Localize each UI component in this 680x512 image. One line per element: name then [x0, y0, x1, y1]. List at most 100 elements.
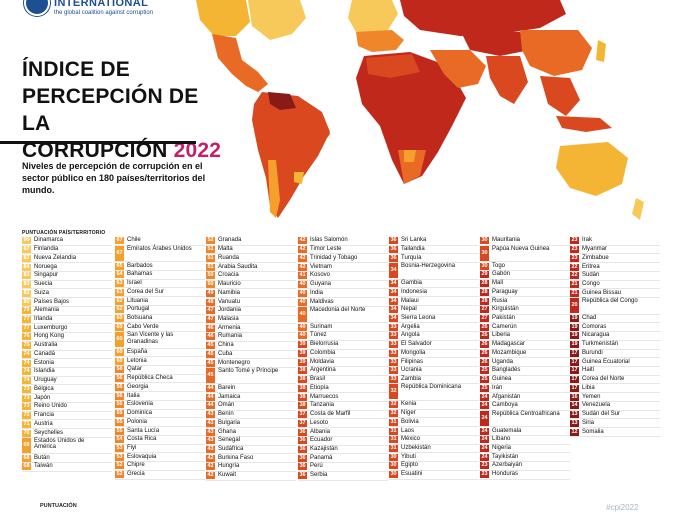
table-row: 51 Arabia Saudita: [206, 263, 296, 272]
country-name: Polonia: [127, 418, 148, 425]
table-row: 34 Nepal: [389, 306, 479, 315]
country-name: Lituania: [127, 297, 149, 304]
score-badge: 33: [389, 341, 398, 349]
score-badge: 50: [206, 281, 215, 289]
score-badge: 55: [115, 410, 124, 418]
country-name: Santa Lucía: [127, 427, 160, 434]
table-column: 23 Irak 23 Myanmar 23 Zimbabue 22 Eritrea 22 Sudá…: [570, 237, 660, 437]
country-name: Armenia: [218, 324, 241, 331]
score-badge: 33: [389, 323, 398, 331]
table-row: 34 Gambia: [389, 280, 479, 289]
score-badge: 33: [389, 332, 398, 340]
country-name: Portugal: [127, 306, 150, 313]
score-badge: 38: [298, 376, 307, 384]
country-name: Islandia: [34, 368, 55, 375]
country-name: Burkina Faso: [218, 454, 254, 461]
score-badge: 25: [480, 367, 489, 375]
table-row: 73 Reino Unido: [22, 403, 112, 412]
table-row: 54 Costa Rica: [115, 436, 205, 445]
country-name: Trinidad y Tobago: [310, 254, 358, 261]
score-badge: 24: [480, 427, 489, 435]
country-name: Jamaica: [218, 393, 241, 400]
table-row: 20 República del Congo: [570, 298, 660, 315]
country-name: Nueva Zelandia: [34, 254, 77, 261]
score-badge: 17: [570, 367, 579, 375]
country-name: Mauritania: [492, 237, 521, 244]
score-badge: 43: [206, 437, 215, 445]
country-name: Kenia: [401, 401, 417, 408]
table-row: 41 Kosovo: [298, 272, 388, 281]
score-badge: 40: [298, 332, 307, 340]
country-name: Haití: [582, 367, 595, 374]
country-name: Malasia: [218, 315, 239, 322]
country-name: Pakistán: [492, 314, 516, 321]
table-row: 46 Rumania: [206, 333, 296, 342]
table-row: 74 Canadá: [22, 350, 112, 360]
score-badge: 30: [480, 237, 489, 245]
table-row: 44 Jamaica: [206, 393, 296, 402]
score-badge: 28: [480, 280, 489, 288]
table-row: 77 Irlanda: [22, 315, 112, 325]
country-name: Angola: [401, 332, 420, 339]
score-badge: 42: [206, 463, 215, 471]
table-row: 53 Eslovaquia: [115, 453, 205, 463]
score-badge: 38: [298, 367, 307, 375]
country-name: Bahamas: [127, 271, 153, 278]
country-name: Islas Salomón: [310, 237, 348, 244]
score-badge: 36: [298, 454, 307, 462]
country-name: Grecia: [127, 471, 145, 478]
table-row: 87 Finlandia: [22, 246, 112, 255]
table-row: 69 Estados Unidos de América: [22, 437, 112, 455]
table-row: 67 Emiratos Árabes Unidos: [115, 245, 205, 263]
score-badge: 40: [298, 281, 307, 289]
score-badge: 36: [298, 463, 307, 471]
country-name: Mozambique: [492, 349, 527, 356]
country-name: Togo: [492, 262, 506, 269]
score-badge: 43: [206, 419, 215, 427]
country-name: Chad: [582, 314, 597, 321]
score-badge: 33: [389, 367, 398, 375]
country-name: Senegal: [218, 437, 241, 444]
table-row: 68 Taiwán: [22, 463, 112, 472]
table-row: 29 Gabón: [480, 271, 570, 280]
country-name: Barein: [218, 384, 236, 391]
country-name: Costa Rica: [127, 436, 157, 443]
table-row: 30 Togo: [480, 262, 570, 271]
country-name: Bolivia: [401, 418, 419, 425]
table-row: 44 Omán: [206, 402, 296, 411]
country-name: Ghana: [218, 428, 237, 435]
country-name: Sri Lanka: [401, 237, 427, 244]
country-name: Nicaragua: [582, 332, 610, 339]
country-name: Esuatini: [401, 471, 423, 478]
table-row: 24 Afganistán: [480, 393, 570, 402]
country-name: Vanuatu: [218, 298, 240, 305]
score-badge: 36: [389, 246, 398, 254]
country-name: Egipto: [401, 462, 419, 469]
title-line-1: ÍNDICE DE: [22, 58, 130, 81]
country-name: Perú: [310, 463, 323, 470]
country-name: Dinamarca: [34, 237, 64, 244]
country-name: Myanmar: [582, 246, 608, 253]
score-badge: 48: [206, 298, 215, 306]
table-row: 33 Zambia: [389, 376, 479, 385]
score-badge: 34: [389, 280, 398, 288]
table-row: 30 Egipto: [389, 462, 479, 471]
score-badge: 19: [570, 332, 579, 340]
country-name: Kazajistán: [310, 445, 338, 452]
country-name: Venezuela: [582, 402, 611, 409]
score-badge: 27: [480, 306, 489, 314]
country-name: Nigeria: [492, 444, 512, 451]
score-badge: 73: [22, 394, 31, 402]
map-brazil: [286, 112, 330, 160]
score-badge: 36: [298, 437, 307, 445]
country-name: Liberia: [492, 332, 511, 339]
table-row: 34 Bosnia-Herzegovina: [389, 263, 479, 280]
table-row: 55 Polonia: [115, 418, 205, 428]
score-badge: 40: [298, 289, 307, 297]
table-row: 19 Turkmenistán: [570, 341, 660, 350]
country-name: Sudán del Sur: [582, 411, 621, 418]
country-name: Sierra Leona: [401, 314, 436, 321]
table-row: 13 Siria: [570, 419, 660, 429]
country-name: República Centroafricana: [492, 410, 560, 417]
country-name: Corea del Norte: [582, 376, 625, 383]
